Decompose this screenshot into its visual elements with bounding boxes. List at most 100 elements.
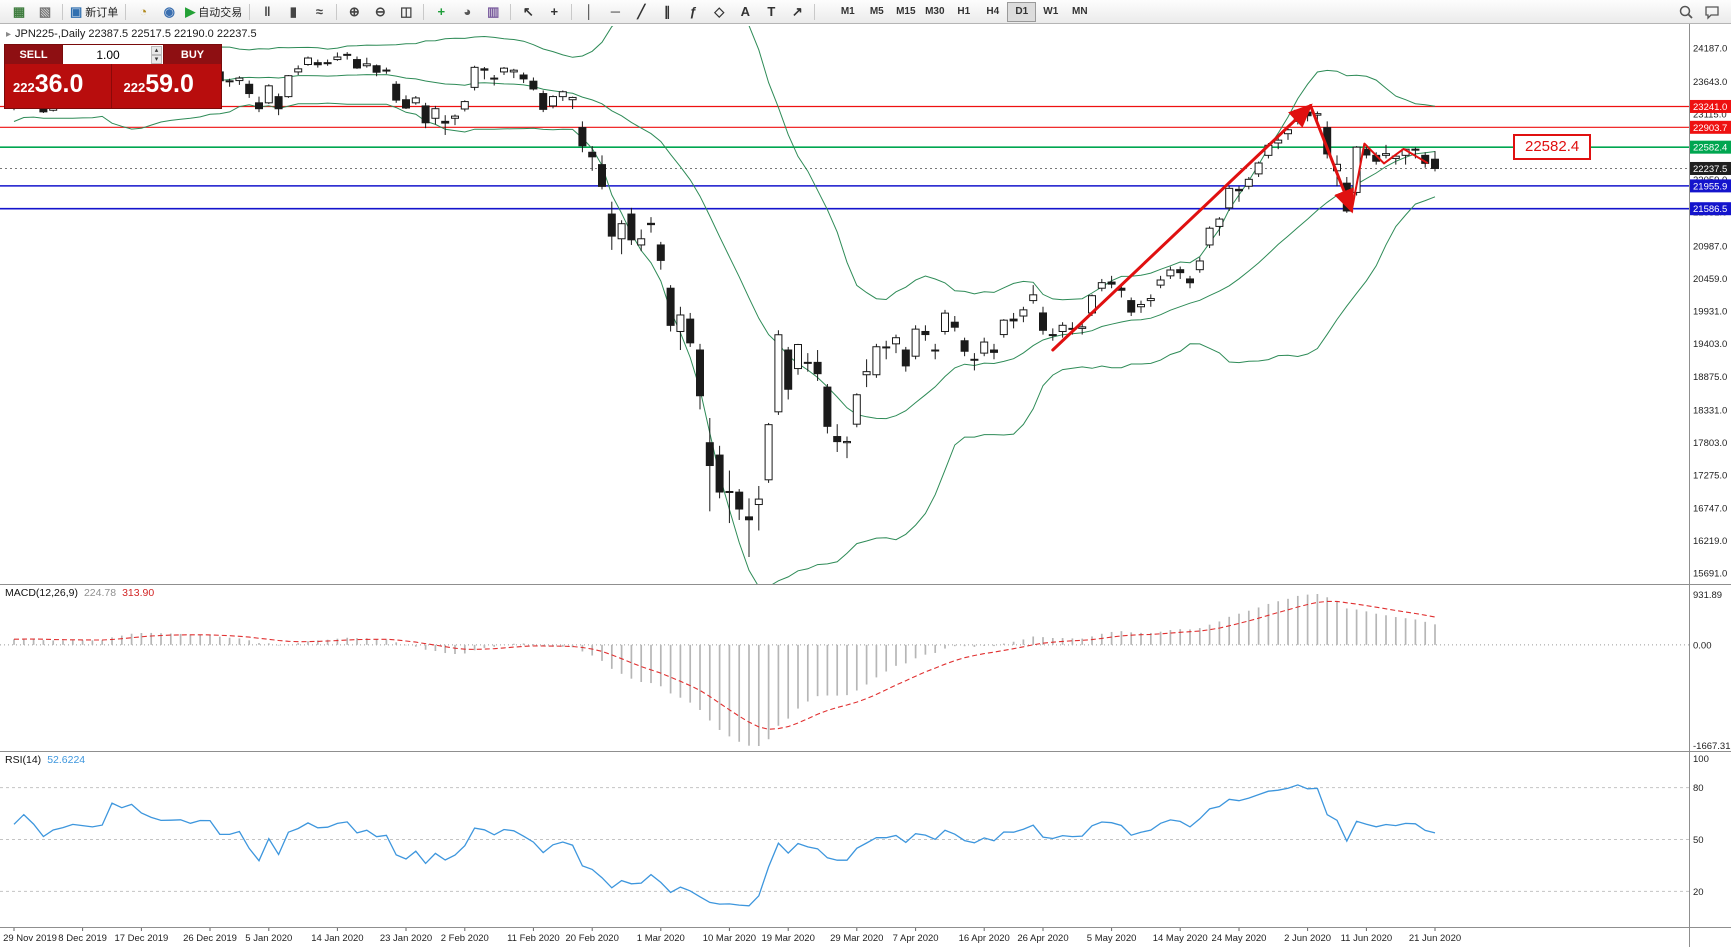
candle-body	[245, 83, 254, 95]
tile-windows-button[interactable]: ◫	[393, 1, 419, 23]
shapes-button[interactable]: ◇	[706, 1, 732, 23]
new-chart-button[interactable]: ▦	[6, 1, 32, 23]
zoom-out-button[interactable]: ⊖	[367, 1, 393, 23]
candle-chart-button[interactable]: ▮	[280, 1, 306, 23]
text-label-button[interactable]: T	[758, 1, 784, 23]
candle-body	[323, 62, 332, 65]
zoom-in-button[interactable]: ⊕	[341, 1, 367, 23]
line-chart-button[interactable]: ≈	[306, 1, 332, 23]
candle-body	[470, 66, 479, 88]
search-icon[interactable]	[1673, 1, 1699, 23]
horizontal-line-icon: ─	[610, 4, 620, 19]
candle-body	[735, 491, 744, 510]
candle-body	[941, 312, 949, 332]
candle-body	[598, 164, 606, 187]
candle-body	[803, 361, 812, 364]
fibonacci-button[interactable]: ƒ	[680, 1, 706, 23]
timeframe-m1[interactable]: M1	[840, 6, 855, 17]
candle-body	[392, 83, 401, 101]
volume-spinner: ▴ ▾	[151, 46, 162, 64]
candle-body	[901, 349, 910, 367]
timeframe-w1[interactable]: W1	[1043, 6, 1059, 17]
profiles-button[interactable]: ▧	[32, 1, 58, 23]
new-order-button[interactable]: ▣ 新订单	[67, 1, 121, 23]
buy-button[interactable]: BUY	[163, 45, 221, 64]
candle-body	[441, 120, 450, 124]
price-axis[interactable]: 24187.023643.023115.022587.022059.021531…	[1690, 44, 1731, 580]
date-label: 26 Apr 2020	[1017, 933, 1068, 944]
arrow-tool-button[interactable]: ↗	[784, 1, 810, 23]
axis-badge-label: 21586.5	[1693, 204, 1727, 215]
timeframe-m5[interactable]: M5	[869, 6, 884, 17]
timeframe-h1[interactable]: H1	[957, 6, 971, 17]
trade-panel-header: SELL ▴ ▾ BUY	[5, 45, 221, 64]
channel-icon: ∥	[664, 3, 671, 19]
date-label: 5 Jan 2020	[245, 933, 292, 944]
candle-body	[1215, 218, 1224, 227]
bid-price-pips: 36.0	[34, 70, 84, 98]
toolbar-right	[1673, 1, 1725, 23]
one-click-collapse-arrow[interactable]: ▸	[6, 29, 12, 40]
ask-price[interactable]: 222 59.0	[112, 64, 222, 108]
correction-down-trendline[interactable]	[1309, 104, 1354, 214]
timeframe-m30[interactable]: M30	[925, 6, 945, 17]
candle-body	[519, 74, 528, 80]
channel-button[interactable]: ∥	[654, 1, 680, 23]
bar-chart-button[interactable]: ‖	[254, 1, 280, 23]
timeframe-mn[interactable]: MN	[1072, 6, 1088, 17]
rebound-zigzag-trendline[interactable]	[1350, 142, 1429, 212]
indicators-button[interactable]: +	[428, 1, 454, 23]
candle-body	[921, 330, 930, 336]
time-axis[interactable]: 29 Nov 2019 8 Dec 2019 17 Dec 2019 26 Dec 2…	[3, 928, 1461, 944]
horizontal-line-button[interactable]: ─	[602, 1, 628, 23]
volume-field[interactable]: ▴ ▾	[63, 45, 163, 64]
impulse-up-trendline[interactable]	[1051, 103, 1313, 352]
periods-icon: ◕	[463, 4, 472, 19]
bid-price[interactable]: 222 36.0	[5, 64, 112, 108]
price-tick-label: 18875.0	[1693, 372, 1727, 383]
axis-badge	[1690, 99, 1731, 113]
candle-body	[284, 75, 293, 98]
candle-body	[362, 63, 371, 67]
candle-body	[460, 101, 469, 110]
trendline-button[interactable]: ╱	[628, 1, 654, 23]
market-watch-button[interactable]: ◉	[156, 1, 182, 23]
autotrading-button[interactable]: ▶ 自动交易	[182, 1, 245, 23]
candle-body	[960, 340, 969, 352]
axis-badge	[1690, 161, 1731, 175]
templates-button[interactable]: ▥	[480, 1, 506, 23]
timeframe-h4[interactable]: H4	[986, 6, 1000, 17]
candle-body	[1176, 269, 1185, 274]
history-center-button[interactable]: ◔	[130, 1, 156, 23]
timeframe-m15[interactable]: M15	[896, 6, 916, 17]
candle-body	[490, 77, 499, 80]
candle-body	[411, 97, 420, 104]
candle-body	[500, 67, 508, 73]
sell-button[interactable]: SELL	[5, 45, 63, 64]
candle-body	[862, 371, 871, 376]
chart-title: ▸ JPN225-,Daily 22387.5 22517.5 22190.0 2…	[6, 28, 257, 40]
date-label: 26 Dec 2019	[183, 933, 237, 944]
crosshair-button[interactable]: +	[541, 1, 567, 23]
volume-input[interactable]	[63, 46, 163, 63]
periods-button[interactable]: ◕	[454, 1, 480, 23]
price-pane[interactable]	[0, 0, 1689, 587]
candle-body	[1078, 326, 1087, 329]
bollinger-lower-band	[13, 102, 1436, 584]
candle-body	[1029, 294, 1038, 302]
candle-body	[823, 386, 832, 427]
volume-decrease-button[interactable]: ▾	[151, 55, 162, 64]
rsi-name: RSI(14)	[5, 754, 42, 766]
cursor-button[interactable]: ↖	[515, 1, 541, 23]
candle-body	[813, 361, 822, 375]
timeframe-d1[interactable]: D1	[1007, 1, 1037, 22]
candle-body	[529, 80, 538, 90]
price-callout-box[interactable]: 22582.4	[1513, 134, 1592, 160]
candle-body	[274, 96, 283, 110]
text-button[interactable]: A	[732, 1, 758, 23]
bollinger-middle-band	[13, 74, 1436, 420]
volume-increase-button[interactable]: ▴	[151, 46, 162, 55]
vertical-line-button[interactable]: │	[576, 1, 602, 23]
chat-icon[interactable]	[1699, 1, 1725, 23]
